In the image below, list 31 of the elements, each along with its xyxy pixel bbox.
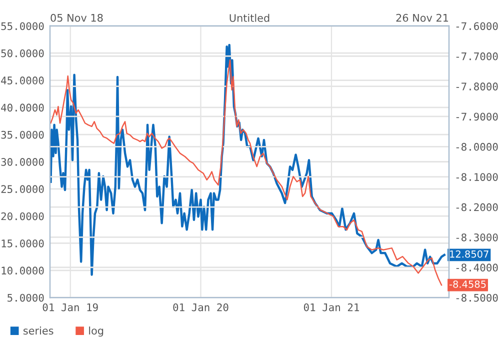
y2-tick-label: -7.6000 [456,22,498,30]
y-tick-label: 5.0000 [8,294,44,302]
legend-label: series [23,326,54,335]
y-tick-label: 45.0000 [1,76,44,84]
data-label: 12.8507 [450,250,488,258]
y-tick-label: 55.0000 [1,22,44,30]
y2-tick-label: -8.3000 [456,233,498,242]
data-label: -8.4585 [449,280,486,288]
y-tick-label: 20.0000 [1,212,44,220]
y-tick-label: 25.0000 [1,185,44,194]
y2-tick-label: -8.1000 [456,173,498,181]
y-tick-label: 15.0000 [2,239,44,248]
x-tick-label: 01 Jan 19 [42,303,98,312]
y2-tick-label: -8.5000 [456,294,498,302]
text: 26 Nov 21 [396,14,448,22]
y2-tick-label: -7.9000 [456,112,498,121]
chart-title: Untitled [230,14,270,22]
y2-tick-label: -7.8000 [456,82,498,90]
y2-tick-label: -8.4000 [456,264,498,272]
x-tick-label: 01 Jan 21 [304,303,359,312]
y-tick-label: 35.0000 [1,130,44,139]
y2-tick-label: -8.2000 [456,203,498,212]
legend-label: log [89,326,104,337]
x-tick-label: 01 Jan 20 [173,303,228,312]
y-tick-label: 50.0000 [1,49,44,58]
y-tick-label: 30.0000 [1,158,44,166]
text: 05 Nov 18 [50,14,103,22]
y2-tick-label: -7.7000 [456,52,498,60]
y2-tick-label: -8.0000 [456,142,498,151]
y-tick-label: 10.0000 [2,266,44,275]
y-tick-label: 40.0000 [1,104,44,112]
